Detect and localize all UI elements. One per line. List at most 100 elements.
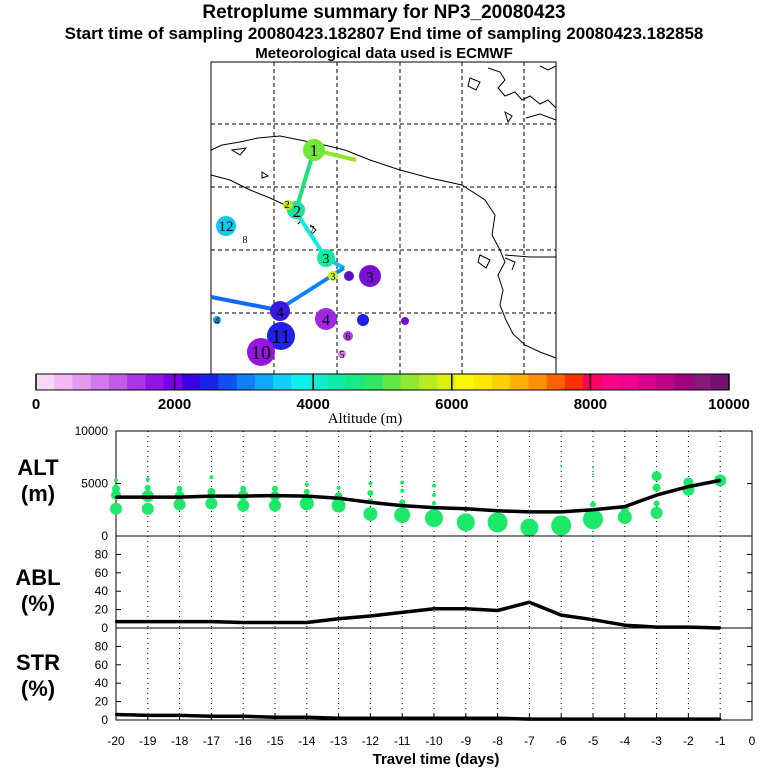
altitude-cluster-point	[394, 507, 411, 523]
altitude-cluster-point	[110, 502, 122, 515]
colorbar-cell	[346, 374, 365, 390]
abl-fraction-point	[464, 607, 467, 610]
altitude-cluster-point	[456, 513, 475, 532]
colorbar-cell	[400, 374, 420, 390]
x-tick-label: -12	[362, 734, 380, 748]
abl-fraction-point	[496, 609, 499, 612]
abl-fraction-line	[116, 600, 721, 630]
colorbar-cell	[619, 374, 639, 390]
colorbar-cell	[455, 374, 475, 390]
altitude-cluster-point	[520, 518, 539, 537]
altitude-cluster-point	[652, 483, 661, 492]
altitude-cluster-point	[299, 496, 314, 511]
altitude-cluster-point	[653, 500, 660, 507]
cluster-label: 2	[293, 202, 302, 221]
x-tick-label: -7	[524, 734, 535, 748]
colorbar-label: Altitude (m)	[328, 411, 403, 427]
centroid-altitude-line	[116, 478, 721, 514]
colorbar-cell	[656, 374, 675, 390]
x-tick-label: -5	[588, 734, 599, 748]
x-tick-label: -4	[619, 734, 630, 748]
chart-title: Retroplume summary for NP3_20080423	[202, 2, 566, 23]
str-fraction-line	[115, 712, 721, 721]
cluster-label: 5	[340, 350, 345, 361]
x-tick-label: -18	[171, 734, 189, 748]
centroid-altitude-point	[623, 505, 626, 508]
altitude-cluster-point	[368, 481, 373, 486]
altitude-cluster-point	[336, 485, 341, 490]
x-tick-label: 0	[749, 734, 756, 748]
altitude-cluster-point	[551, 515, 572, 536]
time-series-panels: ALT(m)1000050000ABL(%)806040200STR(%)806…	[15, 424, 755, 768]
y-tick-label: 20	[95, 695, 109, 709]
altitude-cluster-point	[583, 509, 603, 530]
map-frame	[210, 61, 557, 376]
abl-fraction-point	[591, 618, 595, 621]
colorbar-cell	[236, 374, 256, 390]
cluster-marker	[270, 301, 290, 321]
colorbar-tick-label: 8000	[574, 396, 607, 413]
centroid-altitude-point	[369, 501, 372, 504]
altitude-colorbar: 0 2000 4000 6000 8000 10000 Altitude (m)	[32, 373, 750, 427]
altitude-cluster-point	[432, 483, 436, 488]
altitude-cluster-point	[112, 484, 120, 493]
y-tick-label: 5000	[81, 477, 108, 491]
cluster-label: 4	[322, 312, 330, 329]
centroid-altitude-point	[528, 510, 531, 514]
altitude-cluster-point	[205, 497, 218, 510]
colorbar-cell	[491, 374, 511, 390]
centroid-altitude-point	[655, 493, 658, 497]
centroid-altitude-point	[687, 485, 690, 488]
cluster-marker	[213, 316, 221, 324]
centroid-altitude-point	[178, 495, 181, 499]
x-tick-label: -9	[460, 734, 471, 748]
x-tick-label: -1	[715, 734, 726, 748]
colorbar-cell	[36, 374, 55, 390]
x-tick-label: -14	[298, 734, 316, 748]
colorbar-cell	[364, 374, 383, 390]
x-tick-label: -10	[425, 734, 443, 748]
y-tick-label: 0	[101, 529, 108, 543]
cluster-label: 4	[215, 316, 220, 327]
altitude-cluster-point	[144, 484, 151, 491]
centroid-altitude-point	[210, 494, 213, 498]
cluster-label: 6	[346, 332, 351, 343]
centroid-altitude-point	[432, 506, 436, 509]
altitude-cluster-point	[176, 485, 183, 492]
centroid-altitude-point	[305, 494, 308, 498]
altitude-cluster-point	[114, 478, 118, 483]
colorbar-cell	[710, 374, 730, 390]
altitude-cluster-point	[269, 499, 281, 512]
colorbar-tick-label: 4000	[297, 396, 330, 413]
colorbar-cell	[218, 374, 238, 390]
y-tick-label: 40	[95, 676, 109, 690]
str-axis-unit: (%)	[21, 676, 55, 701]
cluster-label: 3	[331, 272, 336, 283]
cluster-marker	[344, 271, 354, 281]
altitude-cluster-point	[207, 487, 216, 496]
altitude-cluster-point	[367, 489, 374, 496]
colorbar-cells	[36, 374, 730, 390]
y-tick-label: 10000	[75, 424, 109, 438]
altitude-cluster-point	[651, 471, 662, 482]
abl-fraction-point	[528, 601, 531, 604]
cluster-marker	[247, 338, 275, 366]
colorbar-cell	[327, 374, 347, 390]
x-tick-label: -8	[492, 734, 503, 748]
y-tick-label: 40	[95, 584, 109, 598]
colorbar-cell	[72, 374, 92, 390]
colorbar-tick-label: 0	[32, 396, 40, 413]
colorbar-cell	[54, 374, 73, 390]
x-tick-label: -13	[330, 734, 348, 748]
cluster-label: 11	[271, 326, 290, 348]
altitude-cluster-point	[623, 457, 626, 460]
plume-clusters	[213, 139, 409, 366]
abl-axis-label: ABL	[15, 565, 60, 590]
altitude-cluster-point	[272, 485, 278, 492]
colorbar-cell	[418, 374, 438, 390]
cluster-marker	[315, 308, 337, 330]
trajectory-map: 1 2 2 12 3 3 3 4 4 11 10 4 5 6 8 7	[210, 61, 557, 376]
abl-fraction-point	[369, 614, 372, 618]
colorbar-cell	[145, 374, 165, 390]
centroid-altitude-point	[242, 494, 245, 498]
